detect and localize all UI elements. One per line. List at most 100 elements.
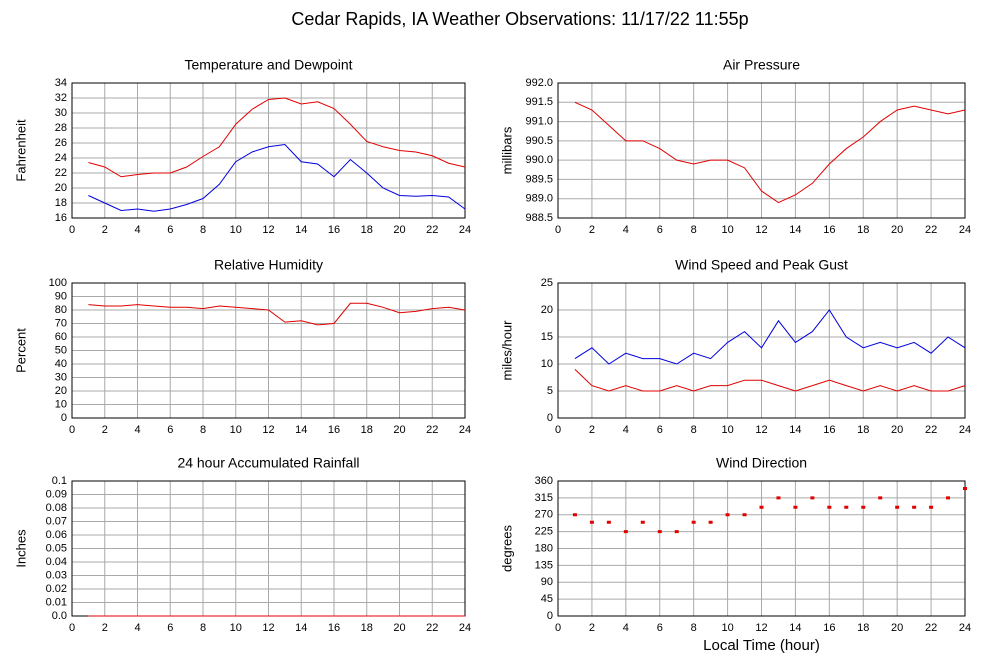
x-tick-label: 18: [361, 424, 373, 436]
y-axis-label: degrees: [499, 525, 514, 572]
point: [810, 496, 815, 500]
x-tick-label: 22: [426, 622, 438, 634]
y-tick-label: 90: [55, 290, 67, 302]
x-tick-label: 8: [691, 224, 697, 236]
y-tick-label: 80: [55, 304, 67, 316]
plot-frame: [557, 82, 966, 219]
y-tick-label: 0.03: [46, 569, 67, 581]
y-tick-label: 30: [55, 371, 67, 383]
chart-title: 24 hour Accumulated Rainfall: [177, 455, 359, 471]
x-tick-label: 24: [459, 224, 471, 236]
y-tick-label: 50: [55, 344, 67, 356]
y-tick-label: 991.5: [525, 96, 553, 108]
x-tick-label: 10: [230, 224, 242, 236]
x-tick-label: 16: [823, 424, 835, 436]
chart-title: Relative Humidity: [214, 257, 323, 273]
chart-title: Wind Direction: [716, 455, 807, 471]
x-tick-label: 2: [589, 224, 595, 236]
y-tick-label: 26: [55, 137, 67, 149]
y-tick-label: 20: [55, 182, 67, 194]
y-tick-label: 0.08: [46, 502, 67, 514]
x-tick-label: 8: [691, 622, 697, 634]
x-tick-label: 22: [925, 622, 937, 634]
x-tick-label: 22: [426, 224, 438, 236]
x-tick-label: 0: [69, 224, 75, 236]
y-tick-label: 989.0: [525, 193, 553, 205]
y-tick-label: 990.5: [525, 135, 553, 147]
x-tick-label: 22: [925, 224, 937, 236]
x-tick-label: 8: [200, 622, 206, 634]
y-tick-label: 0.06: [46, 529, 67, 541]
y-tick-label: 70: [55, 317, 67, 329]
y-tick-label: 15: [541, 331, 553, 343]
point: [742, 513, 747, 517]
x-tick-label: 2: [589, 424, 595, 436]
point: [691, 520, 696, 524]
point: [776, 496, 781, 500]
figure-title: Cedar Rapids, IA Weather Observations: 1…: [291, 9, 748, 29]
y-tick-label: 0.05: [46, 542, 67, 554]
x-tick-label: 18: [857, 622, 869, 634]
x-tick-label: 2: [102, 622, 108, 634]
series-line: [574, 309, 966, 365]
point: [623, 530, 628, 534]
x-tick-label: 14: [789, 622, 801, 634]
y-tick-label: 225: [535, 526, 553, 538]
y-tick-label: 989.5: [525, 173, 553, 185]
x-tick-label: 14: [789, 424, 801, 436]
x-tick-label: 24: [959, 622, 971, 634]
chart-title: Air Pressure: [723, 57, 800, 73]
point: [657, 530, 662, 534]
y-tick-label: 0: [547, 610, 553, 622]
x-tick-label: 12: [262, 424, 274, 436]
x-tick-label: 2: [102, 224, 108, 236]
y-tick-label: 0.01: [46, 596, 67, 608]
x-tick-label: 16: [328, 622, 340, 634]
point: [963, 487, 967, 490]
x-tick-label: 8: [200, 424, 206, 436]
y-tick-label: 32: [55, 92, 67, 104]
y-tick-label: 0.02: [46, 583, 67, 595]
x-axis-label: Local Time (hour): [703, 637, 820, 654]
y-tick-label: 992.0: [525, 77, 553, 89]
x-tick-label: 0: [555, 622, 561, 634]
y-tick-label: 90: [541, 576, 553, 588]
series-line: [88, 143, 466, 212]
x-tick-label: 12: [262, 622, 274, 634]
point: [572, 513, 577, 517]
series-line: [88, 302, 466, 326]
y-tick-label: 18: [55, 197, 67, 209]
x-tick-label: 12: [755, 224, 767, 236]
y-axis-label: Inches: [13, 529, 28, 568]
x-tick-label: 2: [102, 424, 108, 436]
plot-frame: [71, 82, 466, 219]
x-tick-label: 14: [295, 224, 307, 236]
y-tick-label: 315: [535, 492, 553, 504]
plot-frame: [71, 282, 466, 419]
x-tick-label: 2: [589, 622, 595, 634]
x-tick-label: 22: [925, 424, 937, 436]
x-tick-label: 20: [891, 224, 903, 236]
x-tick-label: 24: [459, 424, 471, 436]
x-tick-label: 8: [691, 424, 697, 436]
y-tick-label: 10: [55, 398, 67, 410]
y-axis-label: Fahrenheit: [13, 119, 28, 182]
x-tick-label: 10: [721, 424, 733, 436]
x-tick-label: 20: [393, 424, 405, 436]
y-tick-label: 100: [49, 277, 67, 289]
x-tick-label: 14: [295, 424, 307, 436]
point: [708, 520, 713, 524]
x-tick-label: 24: [959, 424, 971, 436]
y-axis-label: millibars: [499, 126, 514, 174]
point: [725, 513, 730, 517]
x-tick-label: 18: [857, 224, 869, 236]
y-tick-label: 60: [55, 331, 67, 343]
y-tick-label: 0.0: [52, 610, 67, 622]
x-tick-label: 14: [789, 224, 801, 236]
y-tick-label: 24: [55, 152, 67, 164]
x-tick-label: 6: [167, 224, 173, 236]
x-tick-label: 20: [393, 224, 405, 236]
x-tick-label: 16: [328, 224, 340, 236]
y-tick-label: 5: [547, 385, 553, 397]
